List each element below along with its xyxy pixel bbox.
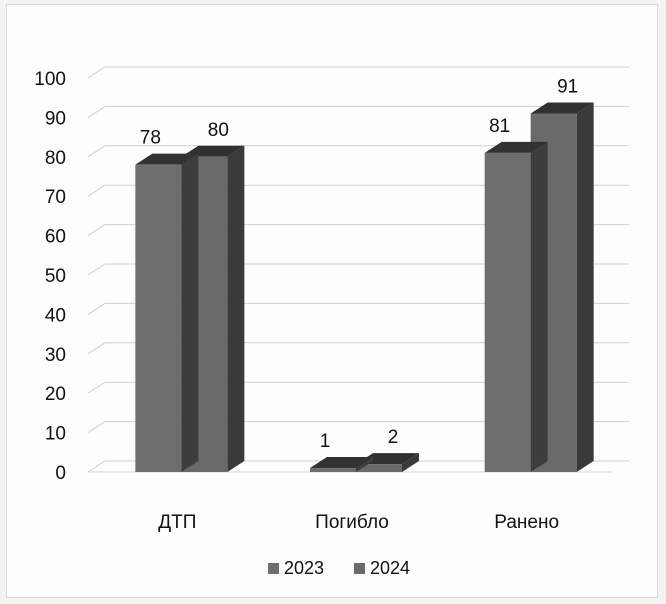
bar	[484, 152, 531, 473]
bar-side	[181, 153, 199, 472]
y-tick-label: 0	[55, 463, 66, 484]
legend-label: 2023	[284, 558, 324, 578]
y-tick-label: 60	[45, 227, 66, 248]
data-label: 80	[208, 120, 229, 141]
y-tick-label: 30	[45, 345, 66, 366]
legend-swatch	[354, 563, 365, 574]
bar-top	[310, 457, 373, 469]
bar-side	[402, 453, 419, 472]
gridline-side	[87, 145, 106, 158]
y-tick-label: 70	[45, 187, 66, 208]
bar-top	[530, 102, 594, 114]
y-tick-label: 100	[34, 69, 66, 90]
gridline-side	[87, 381, 106, 394]
bar	[135, 164, 182, 472]
y-tick-label: 20	[45, 384, 66, 405]
data-label: 91	[557, 76, 578, 97]
y-tick-label: 80	[45, 148, 66, 169]
legend-label: 2024	[370, 558, 410, 578]
data-label: 81	[489, 116, 510, 137]
bar-top	[484, 141, 548, 153]
bar	[310, 468, 356, 472]
legend-swatch	[268, 563, 279, 574]
gridline-side	[87, 342, 106, 355]
gridline-side	[87, 421, 106, 434]
gridline-side	[87, 460, 106, 473]
bar-top	[135, 153, 199, 165]
bar-side	[530, 141, 548, 473]
gridline-side	[87, 184, 106, 197]
bar-side	[227, 145, 245, 473]
bar-side	[576, 102, 594, 473]
y-tick-label: 40	[45, 305, 66, 326]
gridline-side	[87, 224, 106, 237]
bar-side	[356, 457, 373, 472]
gridline-side	[87, 302, 106, 315]
category-label: Погибло	[315, 512, 389, 533]
category-label: ДТП	[158, 512, 196, 533]
category-label: Ранено	[494, 512, 559, 533]
gridline-side	[87, 66, 106, 79]
y-tick-label: 90	[45, 108, 66, 129]
data-label: 78	[140, 128, 161, 149]
data-label: 2	[388, 427, 399, 448]
gridline-side	[87, 105, 106, 118]
bar	[356, 464, 402, 472]
data-label: 1	[320, 431, 331, 452]
y-tick-label: 50	[45, 266, 66, 287]
y-tick-label: 10	[45, 424, 66, 445]
gridline-side	[87, 263, 106, 276]
